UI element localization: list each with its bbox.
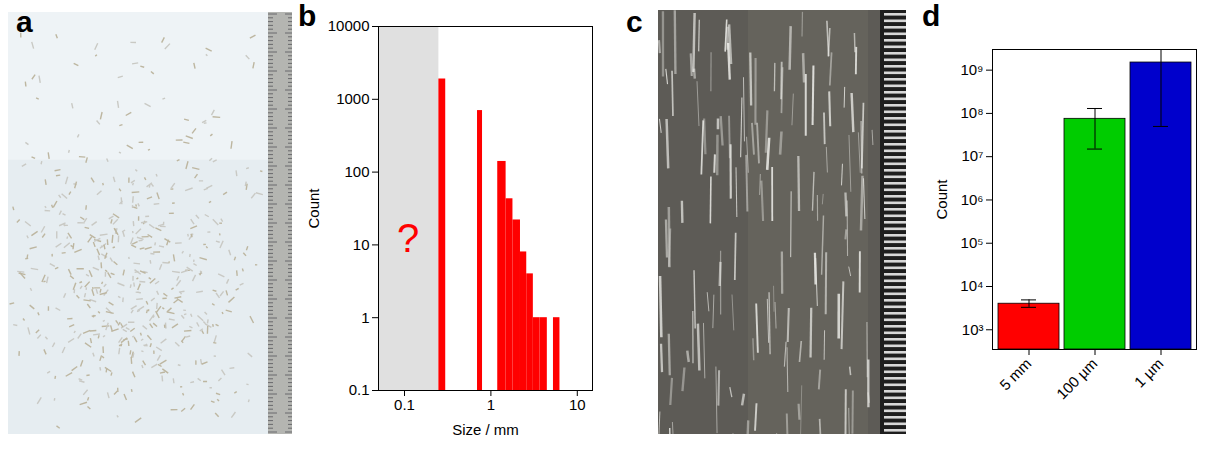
html-text:d: d (922, 0, 941, 32)
html-text:b: b (298, 0, 317, 32)
svg-text:5 mm: 5 mm (996, 355, 1035, 394)
svg-text:0.1: 0.1 (349, 381, 370, 398)
svg-text:Count: Count (933, 179, 950, 220)
svg-text:10⁸: 10⁸ (960, 104, 983, 121)
html-text:a: a (16, 5, 33, 38)
svg-text:10: 10 (353, 236, 370, 253)
svg-text:1: 1 (487, 396, 495, 413)
svg-text:1000: 1000 (336, 90, 369, 107)
svg-text:Count: Count (305, 188, 322, 229)
svg-text:1 µm: 1 µm (1131, 355, 1167, 391)
svg-text:100 µm: 100 µm (1053, 355, 1101, 403)
svg-text:10000: 10000 (328, 17, 370, 34)
svg-text:Size / mm: Size / mm (452, 421, 519, 438)
html-text:c: c (626, 5, 643, 38)
svg-text:10⁷: 10⁷ (961, 147, 983, 164)
svg-text:1: 1 (361, 309, 369, 326)
svg-text:10: 10 (569, 396, 586, 413)
svg-text:10³: 10³ (962, 321, 984, 338)
svg-text:10⁵: 10⁵ (961, 234, 984, 251)
svg-text:100: 100 (344, 163, 369, 180)
svg-text:10⁹: 10⁹ (960, 61, 983, 78)
svg-text:10⁶: 10⁶ (961, 191, 984, 208)
svg-text:?: ? (397, 216, 419, 260)
svg-text:0.1: 0.1 (394, 396, 415, 413)
svg-text:10⁴: 10⁴ (960, 277, 983, 294)
